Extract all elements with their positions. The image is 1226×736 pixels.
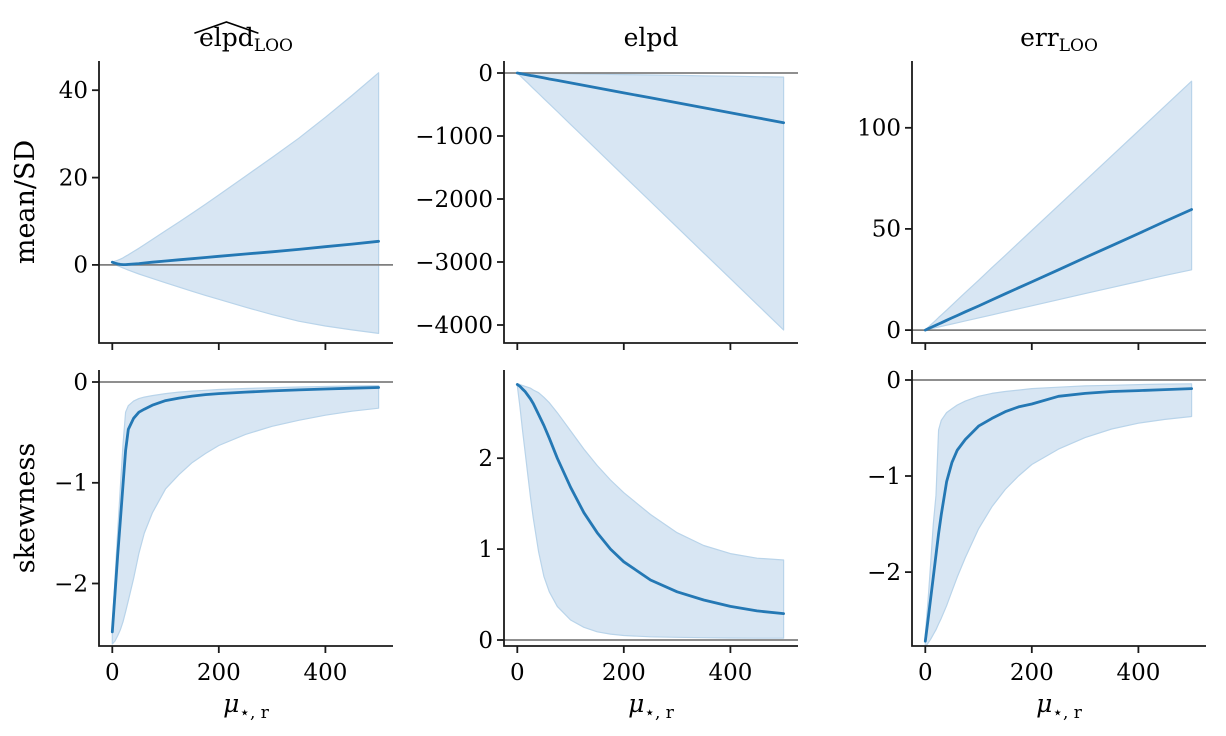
y-axis-label: skewness <box>10 443 41 573</box>
panel-err-loo-skewness: 0 −1 −2 0 200 400 μ⋆, r <box>867 368 1206 723</box>
y-axis-label: mean/SD <box>10 140 41 264</box>
panel-title: errLOO <box>1020 23 1098 56</box>
axes-spines <box>911 370 1206 647</box>
y-tick-label: −4000 <box>415 313 493 339</box>
y-tick-label: 1 <box>478 537 493 563</box>
confidence-band <box>924 383 1193 648</box>
y-tick-label: −2 <box>54 571 88 597</box>
axes-spines <box>98 370 393 647</box>
y-tick-label: 40 <box>59 78 88 104</box>
y-tick-label: 100 <box>857 116 901 142</box>
y-tick-label: 20 <box>59 165 88 191</box>
y-tick-label: −2 <box>867 560 901 586</box>
axes-spines <box>503 370 798 647</box>
y-tick-label: −1 <box>867 464 901 490</box>
x-tick-label: 400 <box>708 660 752 686</box>
y-tick-label: 0 <box>73 370 88 396</box>
x-tick-label: 200 <box>197 660 241 686</box>
y-tick-label: 50 <box>872 217 901 243</box>
y-tick-label: 0 <box>478 61 493 87</box>
x-tick-label: 0 <box>510 660 525 686</box>
y-tick-label: 0 <box>886 368 901 394</box>
axes-spines <box>503 61 798 344</box>
mean-line <box>515 383 785 615</box>
confidence-band <box>111 385 380 645</box>
x-tick-label: 0 <box>918 660 933 686</box>
x-axis-label: μ⋆, r <box>223 689 270 723</box>
hat-accent <box>194 21 259 34</box>
confidence-band <box>111 72 380 334</box>
mean-line <box>923 387 1193 643</box>
panel-title: elpd <box>624 23 679 52</box>
y-tick-label: −1 <box>54 471 88 497</box>
y-tick-label: 0 <box>73 253 88 279</box>
mean-line <box>110 239 380 266</box>
x-axis-label: μ⋆, r <box>1036 689 1083 723</box>
y-tick-label: −1000 <box>415 124 493 150</box>
axes-spines <box>911 61 1206 344</box>
mean-line <box>110 386 380 634</box>
mean-line <box>515 71 785 125</box>
y-tick-label: 0 <box>886 318 901 344</box>
x-tick-label: 400 <box>1116 660 1160 686</box>
y-tick-label: −3000 <box>415 250 493 276</box>
x-axis-label: μ⋆, r <box>628 689 675 723</box>
y-tick-label: 2 <box>478 446 493 472</box>
panel-elpd-loo-hat-skewness: 0 −1 −2 0 200 400 skewness μ⋆, r <box>10 370 393 723</box>
confidence-band <box>516 383 785 639</box>
y-tick-label: −2000 <box>415 187 493 213</box>
x-tick-label: 400 <box>303 660 347 686</box>
confidence-band <box>924 80 1193 331</box>
x-tick-label: 200 <box>1010 660 1054 686</box>
axes-spines <box>98 61 393 344</box>
mean-line <box>923 208 1193 332</box>
panel-err-loo-mean-sd: 0 50 100 errLOO <box>857 23 1206 350</box>
y-tick-label: 0 <box>478 628 493 654</box>
panel-elpd-mean-sd: 0 −1000 −2000 −3000 −4000 elpd <box>415 23 798 350</box>
panel-elpd-skewness: 0 1 2 0 200 400 μ⋆, r <box>478 370 798 723</box>
x-tick-label: 0 <box>105 660 120 686</box>
x-tick-label: 200 <box>602 660 646 686</box>
